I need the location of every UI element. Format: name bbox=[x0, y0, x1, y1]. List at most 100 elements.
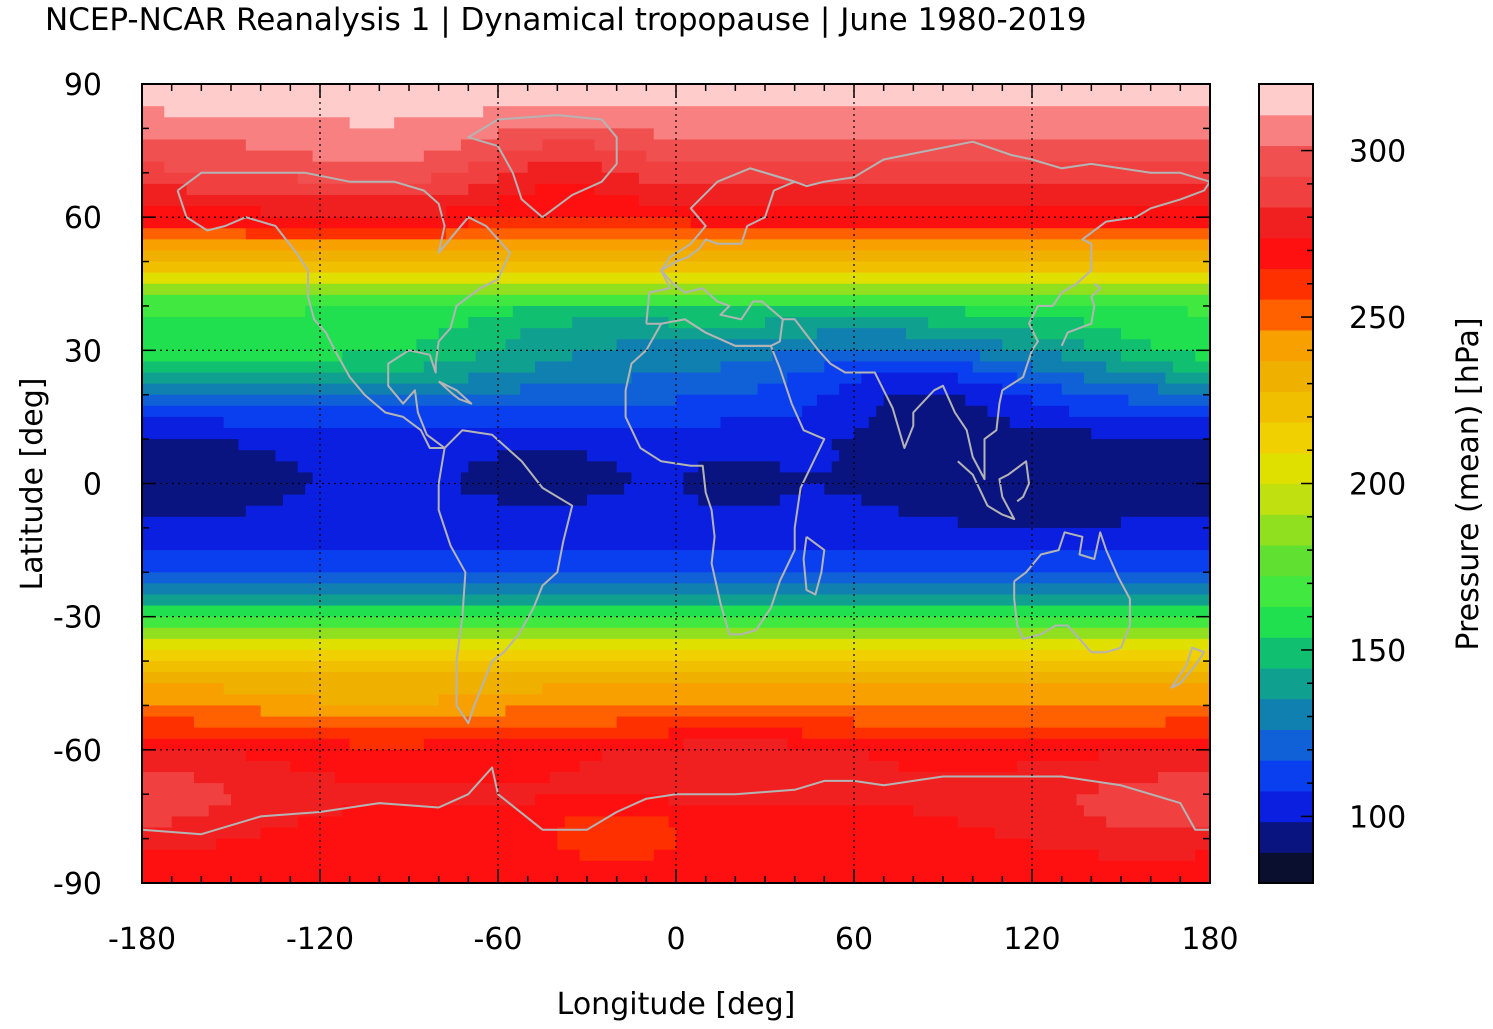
colorbar-segment bbox=[1259, 206, 1313, 239]
heatmap-cell bbox=[535, 361, 722, 374]
y-tick-label: 60 bbox=[64, 201, 102, 236]
heatmap-cell bbox=[1121, 328, 1211, 340]
heatmap-cell bbox=[802, 727, 1211, 740]
heatmap-cell bbox=[824, 483, 1211, 496]
heatmap-cell bbox=[290, 760, 581, 773]
heatmap-cell bbox=[142, 217, 469, 229]
heatmap-cell bbox=[1032, 838, 1211, 851]
heatmap-cell bbox=[394, 117, 1211, 129]
heatmap-cell bbox=[297, 816, 566, 829]
heatmap-cell bbox=[520, 383, 759, 396]
heatmap-cell bbox=[142, 472, 314, 485]
heatmap-cell bbox=[1121, 350, 1196, 363]
heatmap-cell bbox=[1083, 372, 1167, 385]
heatmap-cell bbox=[142, 206, 262, 218]
heatmap-cell bbox=[468, 317, 573, 329]
heatmap-cell bbox=[320, 694, 440, 707]
heatmap-cell bbox=[460, 472, 633, 485]
coastline-path bbox=[467, 114, 618, 219]
heatmap-cell bbox=[757, 383, 840, 396]
heatmap-cell bbox=[245, 749, 603, 762]
heatmap-cell bbox=[928, 317, 1085, 329]
heatmap-cell bbox=[142, 461, 299, 474]
heatmap-cell bbox=[468, 217, 692, 229]
heatmap-cell bbox=[142, 339, 418, 351]
heatmap-cell bbox=[142, 405, 803, 418]
heatmap-cell bbox=[965, 394, 1033, 407]
heatmap-cell bbox=[831, 439, 1211, 451]
colorbar-segment bbox=[1259, 790, 1313, 823]
heatmap-cell bbox=[142, 705, 262, 718]
heatmap-cell bbox=[1098, 849, 1196, 862]
heatmap-cell bbox=[164, 161, 469, 174]
heatmap-cell bbox=[423, 150, 499, 163]
heatmap-cell bbox=[1002, 339, 1085, 351]
heatmap-cell bbox=[142, 228, 247, 240]
heatmap-cell bbox=[142, 394, 677, 407]
heatmap-cell bbox=[720, 361, 825, 374]
y-tick-labels: 90 60 30 0 -30 -60 -90 bbox=[53, 68, 102, 902]
heatmap-cell bbox=[1158, 772, 1211, 784]
heatmap-cell bbox=[238, 439, 833, 451]
heatmap-cell bbox=[965, 305, 1189, 318]
heatmap-cell bbox=[802, 405, 877, 418]
coastline-path bbox=[141, 766, 1210, 836]
x-tick-label: -120 bbox=[286, 922, 354, 957]
heatmap-cell bbox=[816, 328, 907, 340]
heatmap-cell bbox=[142, 527, 1211, 540]
heatmap-cell bbox=[142, 250, 1211, 263]
heatmap-cell bbox=[142, 783, 225, 795]
heatmap-cell bbox=[913, 805, 1085, 818]
coastline-path bbox=[438, 380, 473, 405]
heatmap-cell bbox=[1091, 428, 1211, 440]
heatmap-cell bbox=[142, 361, 425, 374]
heatmap-cell bbox=[624, 483, 685, 496]
colorbar-segment bbox=[1259, 360, 1313, 392]
heatmap-cell bbox=[142, 106, 165, 118]
x-tick-label: 0 bbox=[666, 922, 685, 957]
colorbar-segment bbox=[1259, 114, 1313, 147]
heatmap-cell bbox=[297, 461, 469, 474]
heatmap-cell bbox=[868, 416, 1011, 429]
y-tick-label: 30 bbox=[64, 334, 102, 369]
colorbar-segment bbox=[1259, 606, 1313, 638]
heatmap-cell bbox=[616, 461, 699, 474]
colorbar-label: Pressure (mean) [hPa] bbox=[1451, 317, 1486, 650]
heatmap-cell bbox=[342, 350, 477, 363]
y-tick-label: -30 bbox=[53, 601, 102, 636]
heatmap-cell bbox=[831, 461, 1211, 474]
heatmap-cell bbox=[1121, 516, 1211, 529]
heatmap-cell bbox=[802, 483, 825, 496]
heatmap-cell bbox=[142, 350, 343, 363]
heatmap-cell bbox=[305, 483, 462, 496]
heatmap-cell bbox=[1017, 372, 1085, 385]
heatmap-cell bbox=[505, 705, 1211, 718]
heatmap-cell bbox=[142, 561, 1211, 573]
heatmap-cell bbox=[1032, 328, 1122, 340]
heatmap-cell bbox=[1009, 416, 1211, 429]
heatmap-cell bbox=[431, 172, 499, 185]
heatmap-cell bbox=[1083, 317, 1211, 329]
heatmap-cell bbox=[698, 494, 781, 507]
heatmap-cell bbox=[142, 505, 247, 518]
heatmap-cell bbox=[334, 772, 551, 784]
heatmap-cell bbox=[498, 450, 588, 462]
heatmap-cell bbox=[616, 339, 1003, 351]
heatmap-cell bbox=[142, 794, 232, 806]
heatmap-cell bbox=[535, 794, 670, 806]
heatmap-cell bbox=[824, 361, 974, 374]
heatmap-cell bbox=[787, 738, 1211, 751]
heatmap-cell bbox=[653, 849, 1100, 862]
heatmap-cell bbox=[438, 694, 1211, 707]
heatmap-cell bbox=[972, 361, 1033, 374]
heatmap-cell bbox=[460, 483, 625, 496]
heatmap-cell bbox=[468, 161, 529, 174]
heatmap-cell bbox=[171, 816, 299, 829]
heatmap-cell bbox=[312, 472, 462, 485]
colorbar-segment bbox=[1259, 729, 1313, 761]
heatmap-cell bbox=[676, 827, 996, 840]
heatmap-cell bbox=[312, 150, 425, 163]
heatmap-cell bbox=[957, 516, 1122, 529]
heatmap-cell bbox=[498, 494, 588, 507]
